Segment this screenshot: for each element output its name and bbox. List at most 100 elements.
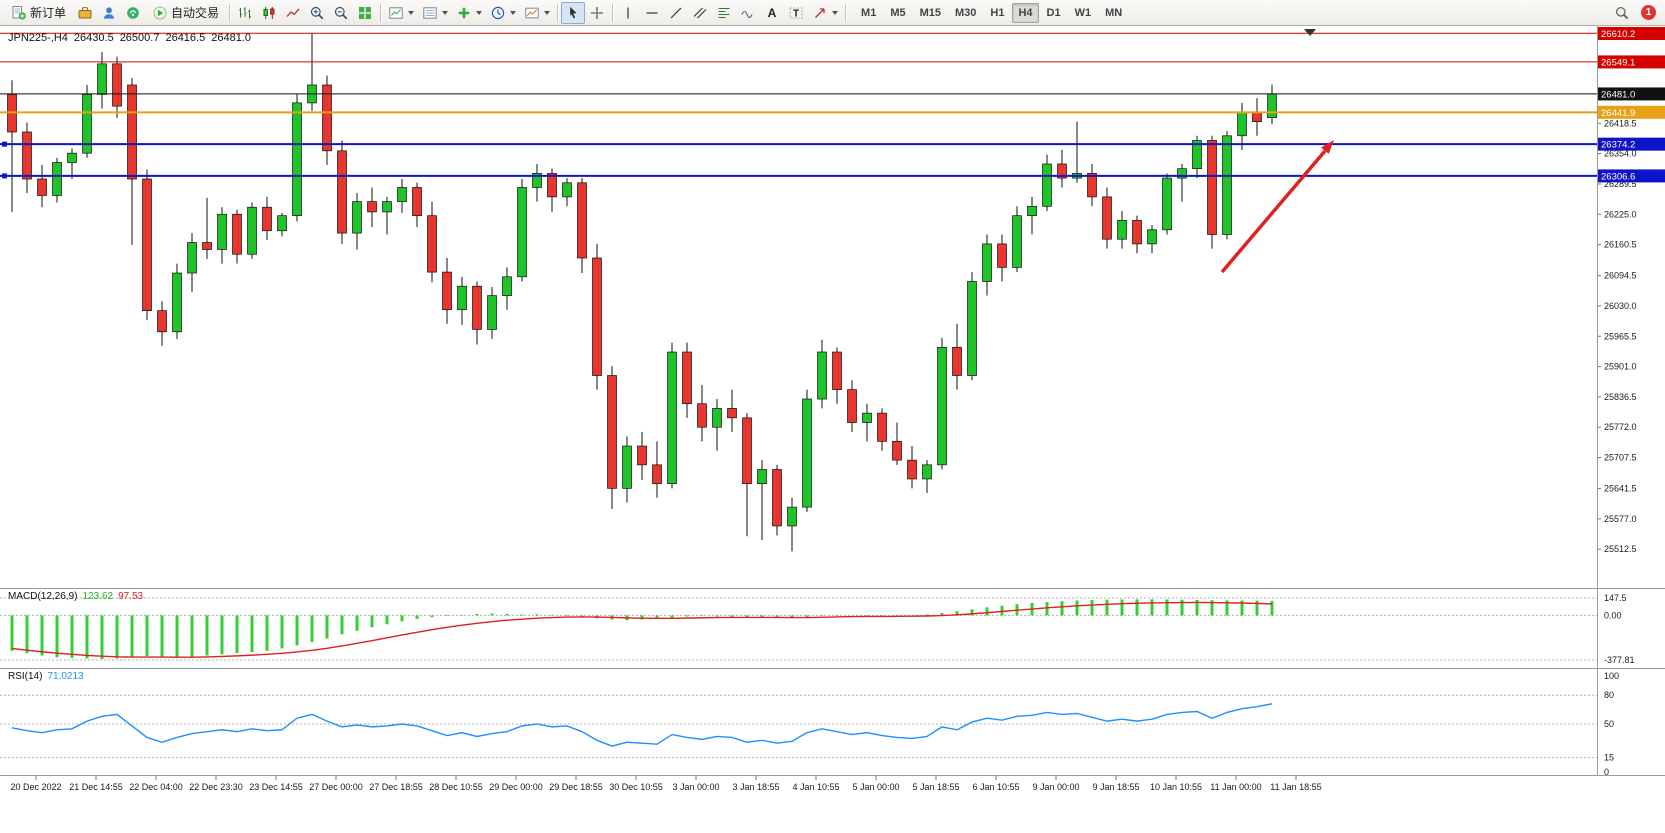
rsi-scale-label: 50 xyxy=(1604,719,1614,729)
price-tick-label: 26094.5 xyxy=(1604,271,1637,281)
toolbar-right-group: 1 xyxy=(1610,2,1661,24)
price-axis: 26418.5 26354.0 26289.5 26225.0 26160.5 26094… xyxy=(1597,118,1637,554)
notification-badge[interactable]: 1 xyxy=(1641,5,1656,20)
time-tick-label: 29 Dec 18:55 xyxy=(549,782,603,792)
toolbar-separator xyxy=(380,3,382,22)
candles-icon xyxy=(261,5,277,21)
bar-chart-mode-button[interactable] xyxy=(233,2,257,24)
time-tick-label: 29 Dec 00:00 xyxy=(489,782,543,792)
plus-icon xyxy=(456,5,472,21)
caret-down-icon xyxy=(408,10,415,15)
arrows-tool-button[interactable] xyxy=(808,2,842,24)
equidistant-channel-button[interactable] xyxy=(688,2,712,24)
timeframe-M1[interactable]: M1 xyxy=(861,6,877,19)
zoom-out-button[interactable] xyxy=(329,2,353,24)
timeframe-W1[interactable]: W1 xyxy=(1074,6,1092,19)
macd-panel: 147.5 0.00 -377.81 xyxy=(0,593,1635,665)
price-tick-label: 26030.0 xyxy=(1604,301,1637,311)
community-button[interactable] xyxy=(97,2,121,24)
price-badge-text: 26374.2 xyxy=(1601,140,1635,151)
time-tick-label: 9 Jan 18:55 xyxy=(1092,782,1139,792)
time-tick-label: 3 Jan 00:00 xyxy=(672,782,719,792)
line-icon xyxy=(285,5,301,21)
price-tick-label: 26289.5 xyxy=(1604,179,1637,189)
trend-arrow[interactable] xyxy=(1220,149,1327,274)
time-tick-label: 21 Dec 14:55 xyxy=(69,782,123,792)
price-badge-text: 26441.9 xyxy=(1601,108,1635,119)
vline-icon xyxy=(620,5,636,21)
timeframe-H1[interactable]: H1 xyxy=(990,6,1005,19)
cursor-button[interactable] xyxy=(561,1,586,24)
toolbar-separator xyxy=(557,3,559,22)
bars-icon xyxy=(237,5,253,21)
line-handle[interactable] xyxy=(2,173,7,179)
price-badge-26374.2[interactable] xyxy=(1598,137,1665,151)
time-tick-label: 5 Jan 18:55 xyxy=(912,782,959,792)
timeframe-M30[interactable]: M30 xyxy=(955,6,977,19)
chart-shift-marker[interactable] xyxy=(1304,29,1316,36)
time-tick-label: 10 Jan 10:55 xyxy=(1150,782,1202,792)
price-tick-label: 25772.0 xyxy=(1604,422,1637,432)
fibonacci-button[interactable] xyxy=(712,2,736,24)
sounds-button[interactable] xyxy=(121,2,145,24)
price-badge-26306.6[interactable] xyxy=(1598,169,1665,183)
time-tick-label: 27 Dec 00:00 xyxy=(309,782,363,792)
price-badge-26481.0[interactable] xyxy=(1598,87,1665,101)
waves-button[interactable] xyxy=(736,2,760,24)
macd-scale-label: 0.00 xyxy=(1604,610,1622,620)
new-order-button[interactable]: 新订单 xyxy=(4,2,73,24)
text-tool-button[interactable]: A xyxy=(760,2,784,24)
chart-grid-button[interactable] xyxy=(418,2,452,24)
search-button[interactable] xyxy=(1610,2,1634,24)
search-icon xyxy=(1614,5,1630,21)
macd-signal-line xyxy=(11,601,1273,658)
timeframe-MN[interactable]: MN xyxy=(1105,6,1123,19)
add-indicator-button[interactable] xyxy=(452,2,486,24)
time-axis: 20 Dec 2022 21 Dec 14:55 22 Dec 04:00 22 De… xyxy=(10,775,1322,792)
market-watch-button[interactable] xyxy=(73,2,97,24)
timeframe-H4[interactable]: H4 xyxy=(1012,2,1039,23)
timeframe-D1[interactable]: D1 xyxy=(1046,6,1061,19)
chart-list-button[interactable] xyxy=(384,2,418,24)
time-tick-label: 5 Jan 00:00 xyxy=(852,782,899,792)
timeframe-M15[interactable]: M15 xyxy=(919,6,941,19)
timeframe-group: M1 M5 M15 M30 H1 H4 D1 W1 MN xyxy=(854,2,1129,23)
line-handle[interactable] xyxy=(2,141,7,147)
caret-down-icon xyxy=(832,10,839,15)
price-badge-26610.2[interactable] xyxy=(1598,27,1665,40)
auto-trading-button[interactable]: 自动交易 xyxy=(145,2,226,24)
trendline-button[interactable] xyxy=(664,2,688,24)
timeframe-M5[interactable]: M5 xyxy=(890,6,906,19)
community-icon xyxy=(101,5,117,21)
caret-down-icon xyxy=(510,10,517,15)
price-tick-label: 25965.5 xyxy=(1604,331,1637,341)
caret-down-icon xyxy=(442,10,449,15)
vertical-line-button[interactable] xyxy=(616,2,640,24)
time-tick-label: 3 Jan 18:55 xyxy=(732,782,779,792)
periods-button[interactable] xyxy=(486,2,520,24)
svg-text:T: T xyxy=(793,8,799,19)
trend-arrow-head xyxy=(1321,140,1334,154)
label-tool-button[interactable]: T xyxy=(784,2,808,24)
fibo-icon xyxy=(716,5,732,21)
price-badge-26549.1[interactable] xyxy=(1598,55,1665,69)
price-tick-label: 26225.0 xyxy=(1604,209,1637,219)
zoom-in-button[interactable] xyxy=(305,2,329,24)
chart-snapshot-button[interactable] xyxy=(520,2,554,24)
time-tick-label: 22 Dec 23:30 xyxy=(189,782,243,792)
price-tick-label: 25836.5 xyxy=(1604,392,1637,402)
line-chart-mode-button[interactable] xyxy=(281,2,305,24)
crosshair-button[interactable] xyxy=(585,2,609,24)
toolbar: 新订单 自动交易 A T M1 M5 M15 M30 H1 H4 D1 W1 MN 1 xyxy=(0,0,1665,26)
horizontal-line-button[interactable] xyxy=(640,2,664,24)
candle-chart-mode-button[interactable] xyxy=(257,2,281,24)
price-badge-text: 26481.0 xyxy=(1601,89,1635,100)
tile-windows-button[interactable] xyxy=(353,2,377,24)
time-tick-label: 4 Jan 10:55 xyxy=(792,782,839,792)
price-badge-26441.9[interactable] xyxy=(1598,105,1665,119)
time-tick-label: 11 Jan 00:00 xyxy=(1210,782,1261,792)
price-tick-label: 25512.5 xyxy=(1604,544,1637,554)
time-tick-label: 27 Dec 18:55 xyxy=(369,782,423,792)
tile-icon xyxy=(357,5,373,21)
